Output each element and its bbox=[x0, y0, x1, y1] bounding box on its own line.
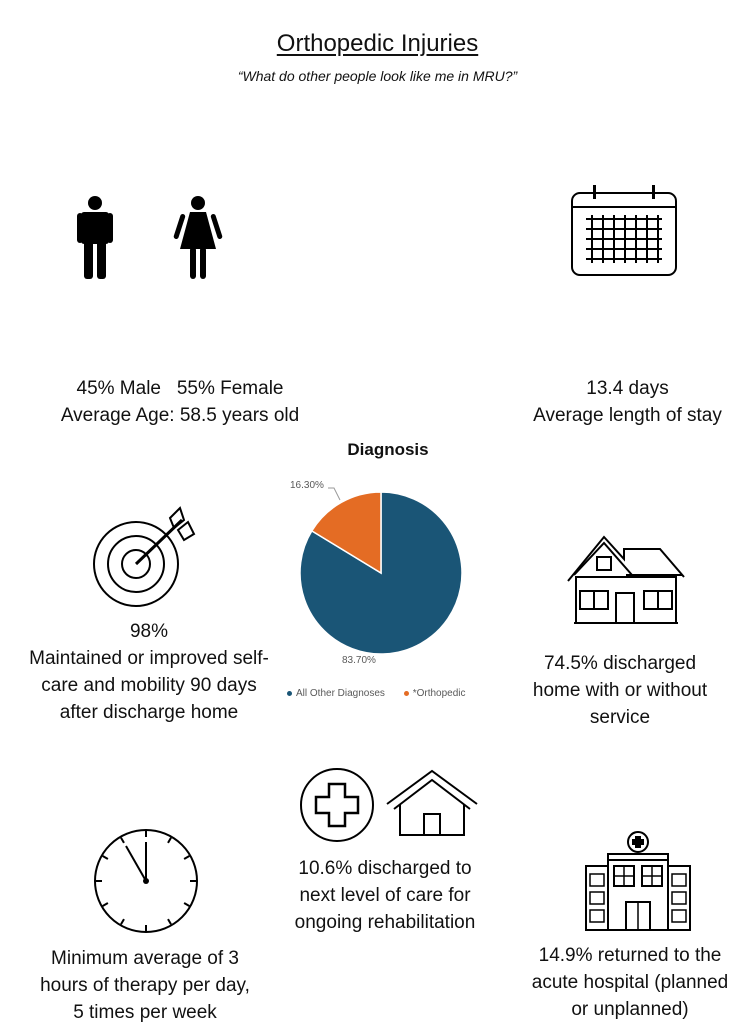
female-icon bbox=[173, 196, 223, 279]
clock-tick bbox=[167, 918, 172, 925]
legend-label: All Other Diagnoses bbox=[296, 688, 385, 699]
medical-cross-icon bbox=[300, 768, 374, 842]
page-title: Orthopedic Injuries bbox=[276, 30, 479, 57]
returned-acute-stat: 14.9% returned to the acute hospital (pl… bbox=[505, 942, 755, 1023]
legend-item-other: All Other Diagnoses bbox=[287, 688, 385, 699]
demographics-line: 45% Male 55% Female bbox=[76, 378, 284, 399]
clock-tick bbox=[102, 902, 109, 907]
chart-legend: All Other Diagnoses *Orthopedic bbox=[287, 688, 466, 699]
male-icon bbox=[77, 196, 113, 279]
pie-slice-orthopedic bbox=[310, 491, 382, 575]
therapy-stat: Minimum average of 3 hours of therapy pe… bbox=[15, 945, 275, 1026]
discharged-home-line: 74.5% discharged bbox=[543, 653, 697, 674]
clock-tick bbox=[183, 855, 190, 860]
slice-leader-line bbox=[328, 487, 341, 501]
stay-line: Average length of stay bbox=[533, 405, 722, 426]
house-icon bbox=[567, 535, 685, 624]
returned-acute-line: or unplanned) bbox=[571, 999, 689, 1020]
stay-line: 13.4 days bbox=[586, 378, 669, 399]
next-level-stat: 10.6% discharged to next level of care f… bbox=[270, 855, 500, 936]
maintained-line: after discharge home bbox=[59, 702, 239, 723]
slice-label-orthopedic: 16.30% bbox=[290, 480, 324, 491]
maintained-line: Maintained or improved self- bbox=[29, 648, 269, 669]
legend-swatch bbox=[403, 690, 409, 696]
calendar-icon bbox=[571, 185, 677, 276]
therapy-line: 5 times per week bbox=[73, 1002, 217, 1023]
chart-title: Diagnosis bbox=[347, 440, 429, 459]
page-subtitle: “What do other people look like me in MR… bbox=[237, 68, 518, 84]
clock-icon bbox=[94, 829, 198, 933]
returned-acute-line: 14.9% returned to the bbox=[538, 945, 722, 966]
returned-acute-line: acute hospital (planned bbox=[531, 972, 729, 993]
hospital-icon bbox=[585, 831, 691, 931]
discharged-home-line: home with or without bbox=[532, 680, 708, 701]
discharged-home-line: service bbox=[589, 707, 651, 728]
next-level-line: next level of care for bbox=[299, 885, 471, 906]
clock-tick bbox=[120, 918, 125, 925]
discharged-home-stat: 74.5% discharged home with or without se… bbox=[505, 650, 735, 731]
next-level-line: 10.6% discharged to bbox=[298, 858, 472, 879]
maintained-line: care and mobility 90 days bbox=[41, 675, 257, 696]
therapy-line: Minimum average of 3 bbox=[51, 948, 239, 969]
clock-tick bbox=[120, 837, 125, 844]
clock-tick bbox=[102, 855, 109, 860]
maintained-line: 98% bbox=[129, 621, 169, 642]
legend-label: *Orthopedic bbox=[412, 688, 466, 699]
target-icon bbox=[93, 506, 196, 607]
clock-tick bbox=[167, 837, 172, 844]
legend-swatch bbox=[287, 690, 292, 696]
therapy-line: hours of therapy per day, bbox=[40, 975, 250, 996]
home-outline-icon bbox=[386, 769, 478, 836]
slice-label-other: 83.70% bbox=[342, 655, 376, 666]
maintained-stat: 98% Maintained or improved self- care an… bbox=[10, 618, 288, 726]
demographics-stat: 45% Male 55% Female Average Age: 58.5 ye… bbox=[20, 375, 340, 429]
clock-tick bbox=[183, 902, 190, 907]
legend-item-orthopedic: *Orthopedic bbox=[403, 688, 466, 699]
length-of-stay-stat: 13.4 days Average length of stay bbox=[500, 375, 755, 429]
demographics-line: Average Age: 58.5 years old bbox=[60, 405, 300, 426]
next-level-line: ongoing rehabilitation bbox=[294, 912, 476, 933]
